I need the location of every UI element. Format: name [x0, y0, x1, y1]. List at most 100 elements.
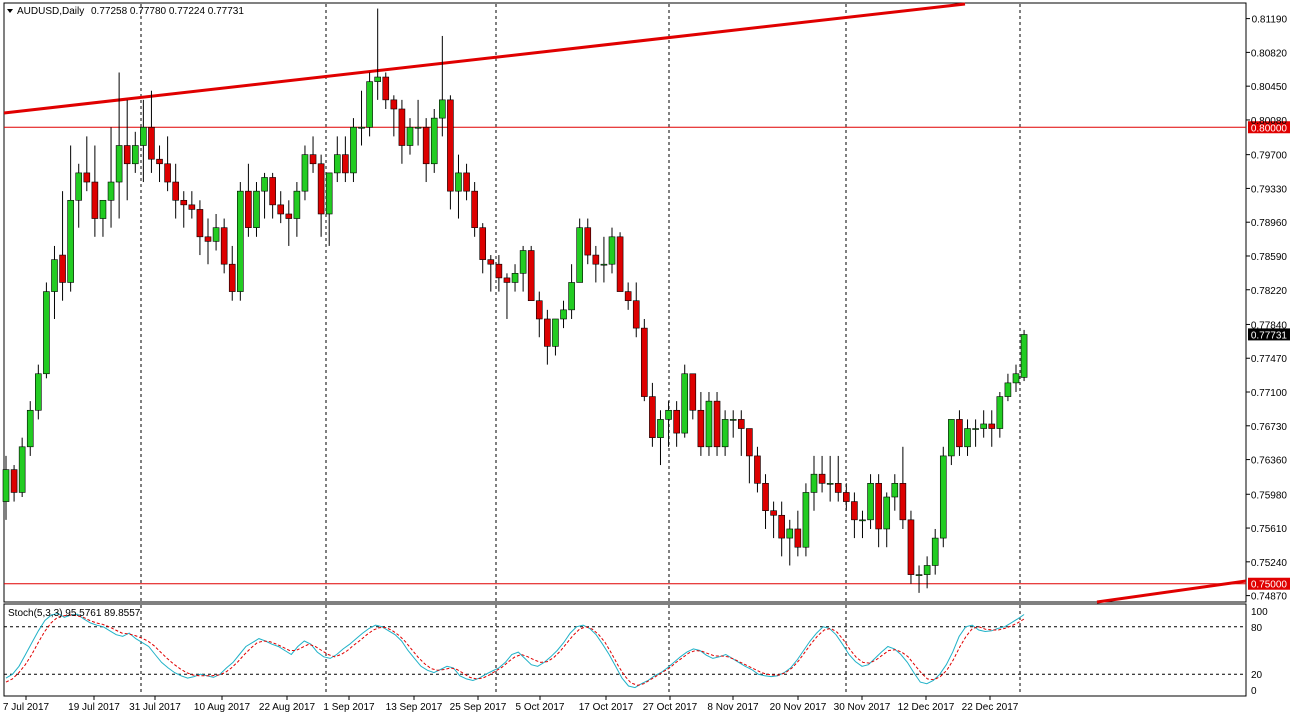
bearish-candle — [527, 250, 535, 302]
bullish-candle — [261, 177, 268, 192]
y-tick-label: 0.76360 — [1251, 456, 1288, 467]
x-tick-label: 30 Nov 2017 — [834, 702, 891, 713]
bearish-candle — [689, 373, 697, 411]
upper-trend-line — [3, 2, 966, 115]
bearish-candle — [204, 236, 212, 242]
x-tick-label: 27 Oct 2017 — [643, 702, 698, 713]
bearish-candle — [91, 181, 99, 219]
bearish-candle — [309, 154, 317, 165]
x-tick-label: 31 Jul 2017 — [129, 702, 181, 713]
price-axis: 0.81190 0.80820 0.80450 0.80080 0.79700 0.793… — [1246, 15, 1290, 603]
stoch-axis: 100 80 20 0 — [1251, 607, 1268, 697]
x-tick-label: 19 Jul 2017 — [68, 702, 120, 713]
bearish-candle — [317, 163, 325, 215]
bullish-candle — [964, 428, 971, 448]
bullish-candle — [75, 172, 83, 201]
bearish-candle — [487, 259, 495, 265]
bullish-candle — [366, 81, 373, 128]
bullish-candle — [1012, 373, 1020, 384]
bullish-candle — [939, 455, 947, 539]
horizontal-price-levels: 0.80000 0.75000 — [4, 121, 1290, 591]
x-tick-label: 7 Jul 2017 — [3, 702, 50, 713]
vertical-gridlines — [140, 4, 1021, 695]
bearish-candle — [616, 236, 624, 292]
price-level-tag-label: 0.75000 — [1251, 580, 1288, 591]
bearish-candle — [390, 99, 398, 110]
bearish-candle — [164, 163, 171, 183]
bearish-candle — [673, 409, 680, 434]
bearish-candle — [269, 177, 276, 206]
candlestick-series — [2, 8, 1028, 593]
symbol-dropdown-icon[interactable] — [7, 9, 13, 13]
bearish-candle — [277, 204, 285, 215]
stochastic-series — [5, 612, 1025, 689]
time-axis: 7 Jul 2017 19 Jul 2017 31 Jul 2017 10 Aug 2… — [3, 696, 1019, 713]
bullish-candle — [729, 419, 737, 421]
bearish-candle — [172, 181, 179, 201]
bullish-candle — [107, 181, 115, 201]
y-tick-label: 0.79700 — [1251, 151, 1288, 162]
bearish-candle — [156, 158, 163, 165]
bearish-candle — [447, 99, 454, 192]
y-tick-label: 0.74870 — [1251, 592, 1288, 603]
bearish-candle — [398, 108, 406, 146]
bullish-candle — [883, 496, 891, 530]
bullish-candle — [406, 126, 414, 146]
y-tick-label: 0.80080 — [1251, 116, 1288, 127]
lower-trend-line — [1096, 579, 1247, 604]
bearish-candle — [851, 501, 858, 521]
price-level-tag — [1248, 577, 1290, 590]
bullish-candle — [802, 492, 810, 548]
current-price-label: 0.77731 — [1251, 330, 1288, 341]
bullish-candle — [859, 519, 866, 522]
bullish-candle — [891, 483, 899, 498]
bearish-candle — [285, 213, 293, 219]
bearish-candle — [83, 172, 91, 183]
bullish-candle — [608, 236, 616, 265]
y-tick-label: 0.78960 — [1251, 218, 1288, 229]
bullish-candle — [1004, 382, 1012, 397]
bearish-candle — [624, 291, 632, 302]
trend-lines — [3, 2, 1247, 604]
stoch-tick-label: 0 — [1251, 686, 1257, 697]
price-level-tag — [1248, 121, 1290, 134]
bullish-candle — [511, 273, 519, 283]
bearish-candle — [746, 428, 753, 457]
x-tick-label: 17 Oct 2017 — [579, 702, 634, 713]
bearish-candle — [697, 409, 705, 448]
stoch-level-lines — [4, 626, 1246, 675]
bearish-candle — [584, 227, 592, 256]
x-tick-label: 13 Sep 2017 — [386, 702, 443, 713]
bullish-candle — [681, 373, 689, 434]
bullish-candle — [996, 396, 1004, 429]
bearish-candle — [641, 327, 648, 397]
bearish-candle — [754, 455, 761, 484]
bearish-candle — [245, 190, 252, 228]
y-tick-label: 0.75610 — [1251, 524, 1288, 535]
bearish-candle — [794, 528, 802, 548]
y-tick-label: 0.78220 — [1251, 286, 1288, 297]
stoch-main-line — [5, 612, 1025, 689]
bearish-candle — [59, 254, 66, 283]
bearish-candle — [479, 227, 487, 260]
bullish-candle — [600, 263, 608, 266]
y-tick-label: 0.79330 — [1251, 184, 1288, 195]
bullish-candle — [786, 528, 794, 539]
bullish-candle — [980, 423, 987, 429]
bullish-candle — [948, 419, 955, 457]
bullish-candle — [721, 419, 729, 448]
bearish-candle — [770, 510, 777, 516]
stoch-tick-label: 100 — [1251, 607, 1268, 618]
bearish-candle — [342, 154, 349, 174]
bearish-candle — [382, 76, 390, 101]
bearish-candle — [778, 514, 785, 539]
bullish-candle — [237, 190, 244, 292]
bearish-candle — [713, 400, 721, 448]
price-plot-frame — [3, 2, 1247, 603]
y-tick-label: 0.80450 — [1251, 82, 1288, 93]
bullish-candle — [810, 473, 818, 493]
bullish-candle — [705, 400, 713, 448]
y-tick-label: 0.77470 — [1251, 354, 1288, 365]
bullish-candle — [140, 126, 147, 146]
bullish-candle — [293, 190, 301, 219]
